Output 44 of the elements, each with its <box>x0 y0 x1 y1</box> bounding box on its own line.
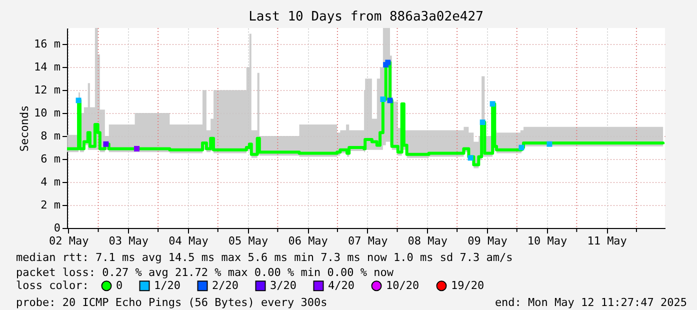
point <box>103 141 109 147</box>
legend-label: 2/20 <box>212 278 238 292</box>
legend-label: 19/20 <box>451 278 484 292</box>
text: median rtt: 7.1 ms avg 14.5 ms max 5.6 ms min 7.3 ms now 1.0 ms sd 7.3 am/s <box>16 251 513 264</box>
y-tick-label: 4 m <box>40 176 61 189</box>
x-tick-label: 08 May <box>408 234 448 248</box>
x-tick-label: 05 May <box>228 234 269 248</box>
x-tick-label: 10 May <box>527 234 568 248</box>
y-tick-label: 12 m <box>34 84 61 97</box>
x-tick-label: 11 May <box>587 234 628 248</box>
x-tick-label: 06 May <box>288 234 328 248</box>
legend-label: 10/20 <box>386 278 420 292</box>
y-tick-label: 16 m <box>34 38 61 51</box>
y-tick-label: 2 m <box>40 198 61 212</box>
chart-title: Last 10 Days from 886a3a02e427 <box>248 10 484 24</box>
y-tick-label: 8 m <box>40 130 61 143</box>
legend-label: 1/20 <box>154 278 180 292</box>
legend-label: 0 <box>116 278 123 292</box>
x-tick-label: 02 May <box>48 234 90 248</box>
x-tick-label: 03 May <box>108 234 149 248</box>
text: probe: 20 ICMP Echo Pings (56 Bytes) every 300s <box>16 296 328 309</box>
y-tick-label: 6 m <box>40 152 61 166</box>
point <box>76 98 82 104</box>
legend-label: 4/20 <box>328 278 354 292</box>
legend-label: 3/20 <box>270 278 296 292</box>
point <box>387 98 393 104</box>
y-axis-title: Seconds <box>18 105 32 152</box>
point <box>134 146 140 152</box>
y-tick-label: 0 <box>54 222 60 234</box>
x-tick-label: 09 May <box>468 234 508 248</box>
x-tick-label: 04 May <box>168 234 209 248</box>
point <box>380 96 386 102</box>
legend-title: loss color: <box>16 279 89 292</box>
y-tick-label: 10 m <box>34 106 61 120</box>
y-tick-label: 14 m <box>34 60 61 74</box>
text: packet loss: 0.27 % avg 21.72 % max 0.00 % min 0.00 % now <box>16 266 394 279</box>
point <box>468 155 474 161</box>
point <box>480 120 486 125</box>
point <box>490 101 496 107</box>
x-tick-label: 07 May <box>348 234 388 248</box>
point <box>518 144 524 150</box>
point <box>546 141 552 147</box>
text: end: Mon May 12 11:27:47 2025 <box>494 296 687 309</box>
point <box>385 60 391 66</box>
